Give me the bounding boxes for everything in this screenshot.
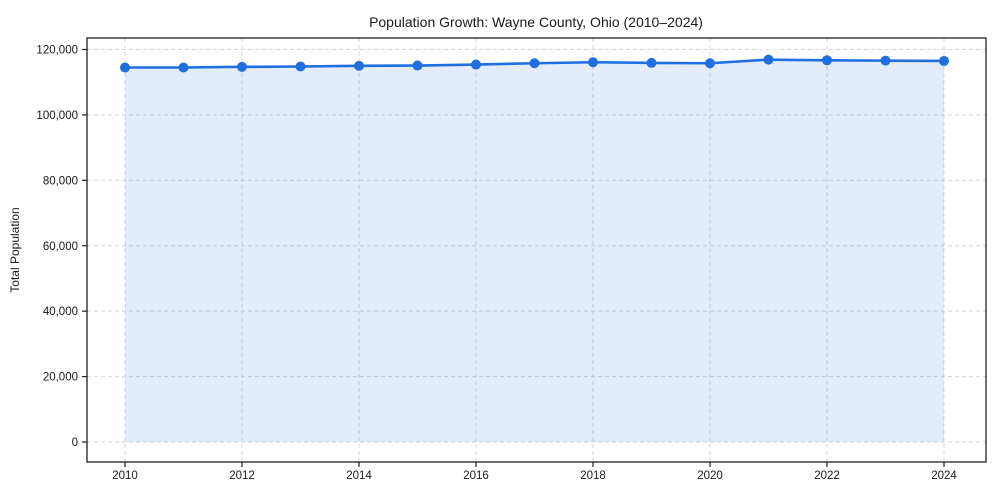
chart-title: Population Growth: Wayne County, Ohio (2…	[369, 14, 703, 30]
data-point-2010	[120, 62, 130, 73]
plot-border	[86, 37, 987, 463]
area-layer	[125, 59, 944, 442]
data-point-2021	[763, 54, 774, 65]
data-point-2019	[646, 57, 657, 68]
y-tick-label-60000: 60,000	[43, 241, 78, 253]
x-tick-label-2016: 2016	[463, 470, 489, 482]
x-tick-label-2012: 2012	[229, 470, 255, 482]
x-tick-label-2024: 2024	[931, 470, 957, 482]
x-tick-label-2020: 2020	[697, 470, 723, 482]
data-point-2018	[588, 57, 598, 68]
y-tick-label-120000: 120,000	[36, 45, 78, 57]
y-axis-label: Total Population	[8, 207, 22, 292]
x-tick-label-2010: 2010	[112, 470, 138, 482]
tick-layer	[82, 48, 945, 467]
y-tick-label-100000: 100,000	[36, 110, 78, 122]
data-point-2016	[471, 59, 481, 70]
data-point-2020	[705, 58, 715, 69]
grid-layer	[87, 38, 986, 462]
y-tick-label-40000: 40,000	[43, 306, 78, 318]
y-tick-label-20000: 20,000	[43, 372, 78, 384]
marker-layer	[120, 54, 949, 73]
x-tick-label-2014: 2014	[346, 470, 372, 482]
x-tick-label-2018: 2018	[580, 470, 606, 482]
y-tick-label-0: 0	[72, 437, 78, 449]
y-tick-label-80000: 80,000	[43, 175, 78, 187]
data-point-2024	[939, 55, 949, 66]
area-fill	[125, 59, 944, 442]
data-point-2017	[529, 58, 540, 69]
data-point-2022	[822, 55, 832, 66]
data-point-2011	[178, 62, 189, 73]
data-point-2012	[237, 61, 247, 72]
data-point-2015	[412, 60, 423, 71]
tick-label-layer: 2010 2012 2014 2016 2018 2020 2022 2024 0 20,000 4…	[36, 45, 957, 483]
data-point-2023	[880, 55, 891, 66]
data-point-2014	[354, 60, 364, 71]
x-tick-label-2022: 2022	[814, 470, 840, 482]
data-point-2013	[295, 61, 306, 72]
